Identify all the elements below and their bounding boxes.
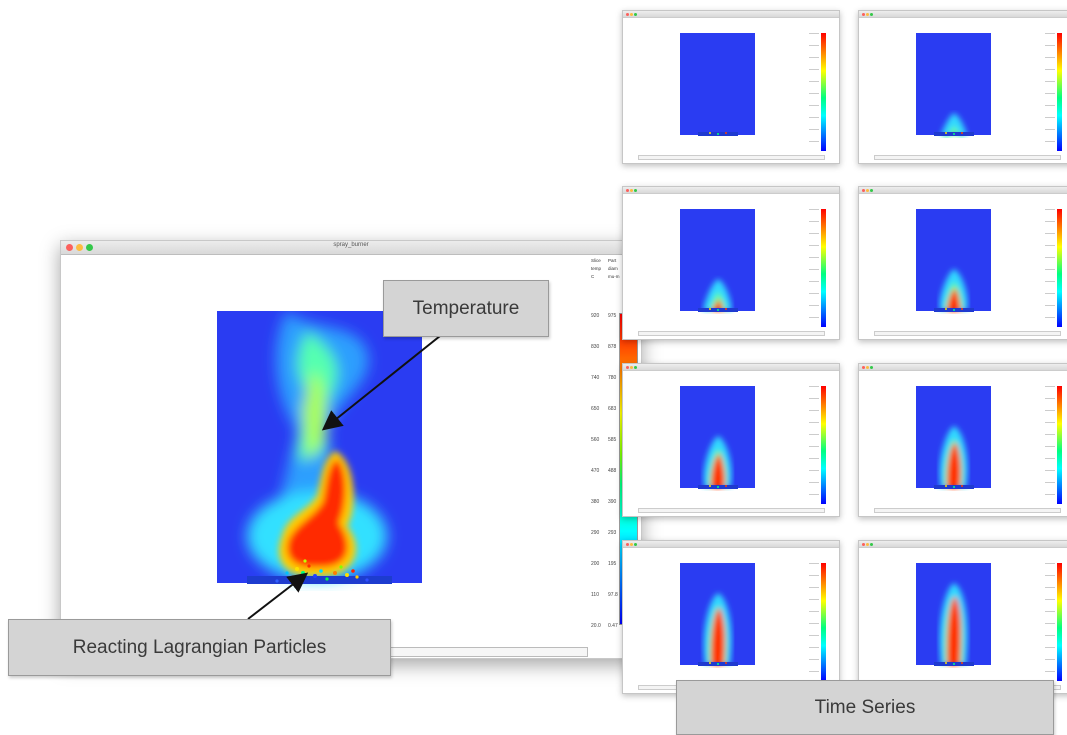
frame-color-bar [1057,563,1062,681]
time-series-frame[interactable] [622,186,840,340]
frame-scrollbar[interactable] [638,508,825,513]
legend-temp-value: 290 [591,530,600,536]
legend-temp-value: 200 [591,561,600,567]
frame-titlebar [623,187,839,194]
frame-scrollbar[interactable] [874,508,1061,513]
time-series-frame[interactable] [622,10,840,164]
frame-titlebar [859,187,1067,194]
frame-titlebar [859,541,1067,548]
legend-diam-value: 585 [608,437,617,443]
frame-plot [680,386,755,489]
temperature-callout: Temperature [383,280,549,337]
legend-diam-value: 0.47 [608,623,618,629]
time-series-callout: Time Series [676,680,1054,735]
legend-temp-value: 920 [591,313,600,319]
frame-legend-ticks [809,386,819,504]
frame-titlebar [623,541,839,548]
frame-color-bar [1057,209,1062,327]
frame-legend-ticks [809,209,819,327]
time-series-frame[interactable] [858,363,1067,517]
legend-diam-value: 97.8 [608,592,618,598]
frame-legend-ticks [809,563,819,681]
frame-plot [916,386,991,489]
legend-temp-value: 830 [591,344,600,350]
time-series-frame[interactable] [622,363,840,517]
legend-temp-value: 740 [591,375,600,381]
time-series-frame[interactable] [858,540,1067,694]
legend-temp-value: 470 [591,468,600,474]
legend-col1-header: Slice temp C [591,258,602,279]
legend-diam-value: 195 [608,561,617,567]
legend-diam-value: 293 [608,530,617,536]
frame-plot [680,209,755,314]
main-window: spray_burner Slice [60,240,642,659]
temperature-slice-plot [217,311,422,584]
frame-plot [916,209,991,313]
frame-scrollbar[interactable] [638,155,825,160]
frame-titlebar [859,364,1067,371]
legend-diam-value: 878 [608,344,617,350]
time-series-frame[interactable] [622,540,840,694]
legend-diam-value: 683 [608,406,617,412]
frame-color-bar [821,386,826,504]
minimize-button[interactable] [76,244,83,251]
legend-diam-value: 780 [608,375,617,381]
frame-plot [916,33,991,138]
legend-temp-value: 560 [591,437,600,443]
particles-callout: Reacting Lagrangian Particles [8,619,391,676]
legend-temp-value: 20.0 [591,623,601,629]
frame-color-bar [1057,386,1062,504]
frame-legend-ticks [1045,209,1055,327]
frame-color-bar [821,209,826,327]
frame-color-bar [821,563,826,681]
frame-titlebar [623,364,839,371]
legend-temp-value: 380 [591,499,600,505]
frame-legend-ticks [809,33,819,151]
frame-titlebar [623,11,839,18]
frame-scrollbar[interactable] [874,155,1061,160]
frame-scrollbar[interactable] [874,331,1061,336]
legend-col2-header: Part diam mu-m [608,258,620,279]
legend-temp-value: 650 [591,406,600,412]
frame-plot [680,33,755,136]
legend-temp-value: 110 [591,592,599,598]
zoom-button[interactable] [86,244,93,251]
frame-legend-ticks [1045,563,1055,681]
frame-legend-ticks [1045,33,1055,151]
window-title: spray_burner [333,242,369,248]
frame-legend-ticks [1045,386,1055,504]
time-series-frame[interactable] [858,10,1067,164]
frame-scrollbar[interactable] [638,331,825,336]
frame-color-bar [1057,33,1062,151]
legend-diam-value: 390 [608,499,617,505]
horizontal-scrollbar[interactable] [386,647,588,657]
frame-plot [916,563,991,666]
legend-diam-value: 488 [608,468,617,474]
close-button[interactable] [66,244,73,251]
frame-titlebar [859,11,1067,18]
frame-plot [680,563,755,666]
legend-diam-value: 975 [608,313,617,319]
time-series-frame[interactable] [858,186,1067,340]
window-titlebar: spray_burner [61,241,641,255]
frame-color-bar [821,33,826,151]
